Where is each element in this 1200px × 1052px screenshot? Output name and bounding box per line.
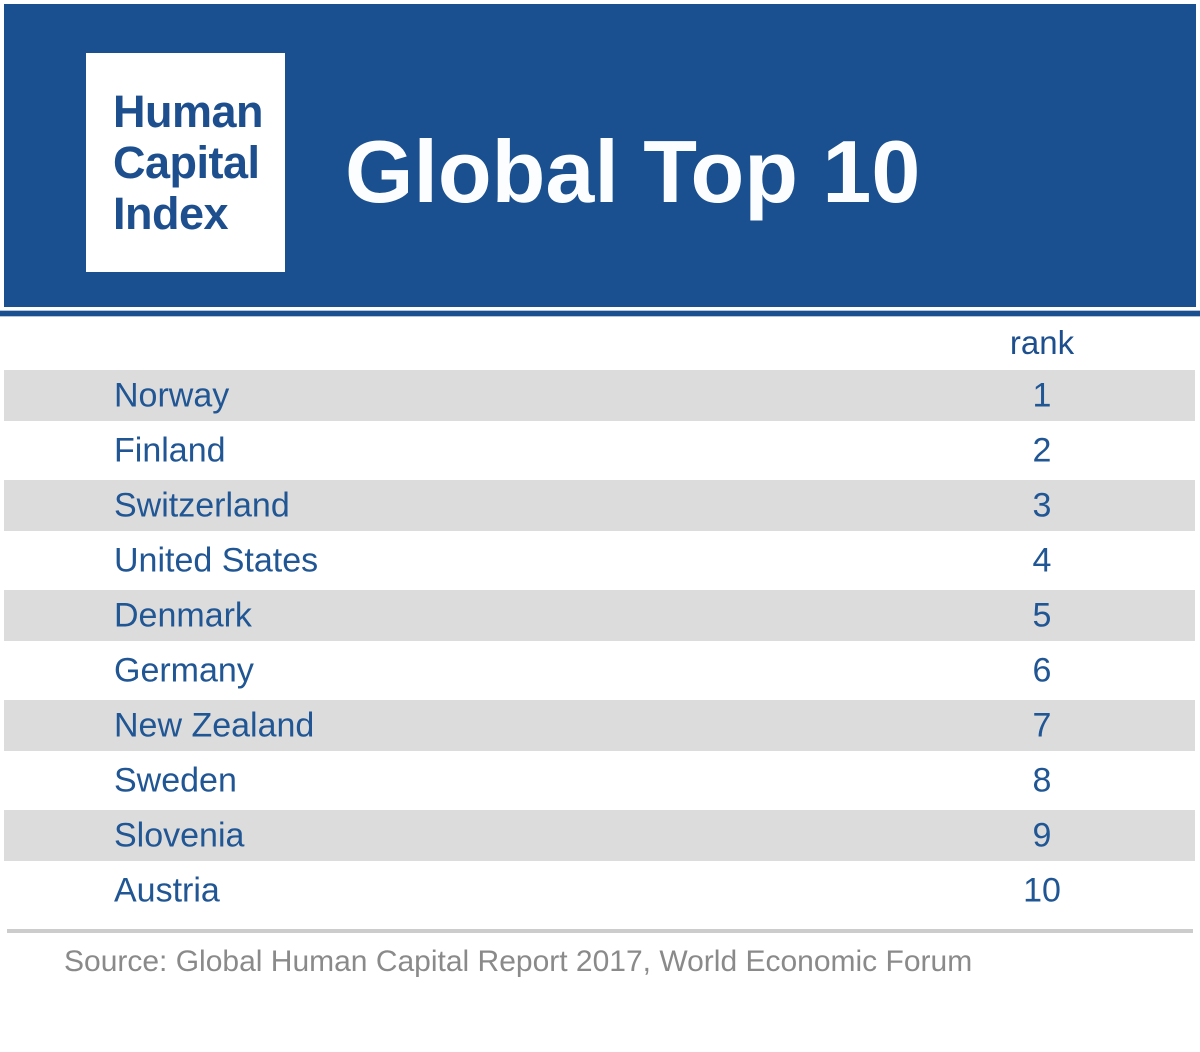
- table-row: Germany 6: [4, 643, 1195, 698]
- table-row: Switzerland 3: [4, 478, 1195, 533]
- hci-logo: Human Capital Index: [86, 53, 285, 272]
- table-row: New Zealand 7: [4, 698, 1195, 753]
- source-attribution: Source: Global Human Capital Report 2017…: [64, 945, 973, 978]
- rank-cell: 9: [1032, 816, 1052, 854]
- logo-line-1: Human: [113, 86, 264, 137]
- rank-cell: 2: [1032, 431, 1052, 469]
- logo-line-2: Capital: [113, 137, 260, 188]
- rank-cell: 6: [1032, 651, 1052, 689]
- header-rule: [0, 310, 1200, 317]
- rank-cell: 8: [1032, 761, 1052, 799]
- ranking-table: Norway 1 Finland 2 Switzerland 3 United …: [4, 368, 1195, 918]
- table-row: Sweden 8: [4, 753, 1195, 808]
- header-banner: Human Capital Index Global Top 10: [4, 4, 1196, 307]
- country-cell: Slovenia: [114, 816, 245, 854]
- country-cell: Sweden: [114, 761, 237, 799]
- logo-line-3: Index: [113, 188, 229, 239]
- rank-column-header: rank: [1009, 324, 1075, 361]
- page-title: Global Top 10: [345, 122, 921, 221]
- rank-cell: 10: [1023, 871, 1061, 909]
- rank-cell: 5: [1032, 596, 1052, 634]
- table-row: Denmark 5: [4, 588, 1195, 643]
- table-row: Slovenia 9: [4, 808, 1195, 863]
- country-cell: United States: [114, 541, 319, 579]
- rank-cell: 7: [1032, 706, 1052, 744]
- country-cell: Austria: [114, 871, 220, 909]
- table-row: Norway 1: [4, 368, 1195, 423]
- country-cell: Finland: [114, 431, 226, 469]
- rank-cell: 3: [1032, 486, 1052, 524]
- country-cell: Germany: [114, 651, 254, 689]
- rank-cell: 4: [1032, 541, 1052, 579]
- table-row: Finland 2: [4, 423, 1195, 478]
- country-cell: New Zealand: [114, 706, 315, 744]
- table-row: Austria 10: [4, 863, 1195, 918]
- country-cell: Norway: [114, 376, 230, 414]
- table-row: United States 4: [4, 533, 1195, 588]
- country-cell: Switzerland: [114, 486, 290, 524]
- rank-cell: 1: [1032, 376, 1052, 414]
- country-cell: Denmark: [114, 596, 252, 634]
- footer-divider: [7, 929, 1193, 933]
